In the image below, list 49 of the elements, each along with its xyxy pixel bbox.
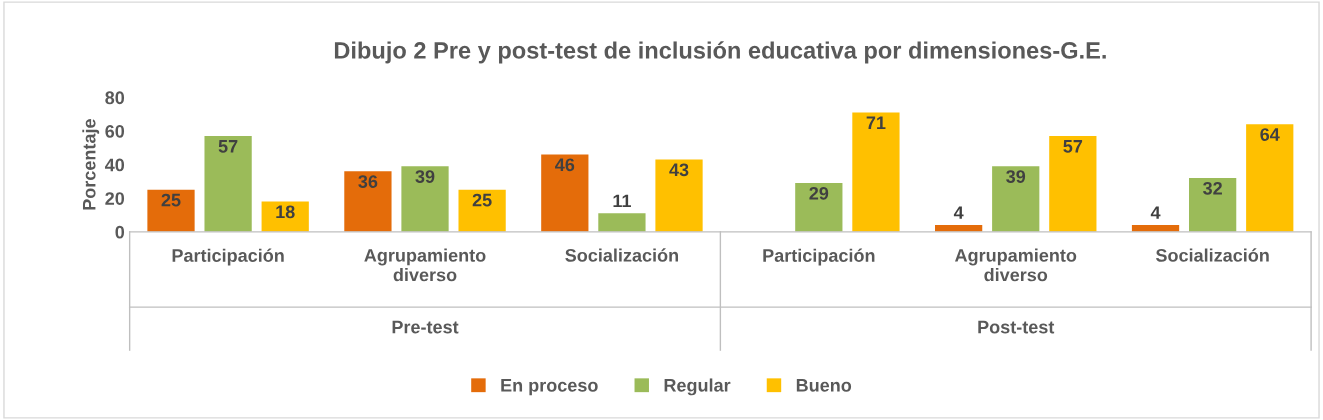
bar [1246, 124, 1294, 232]
legend-label: En proceso [501, 379, 598, 396]
x-tick-label: Agrupamiento diverso [364, 248, 486, 282]
bar [992, 166, 1040, 232]
data-label: 64 [1260, 128, 1280, 141]
data-label: 32 [1203, 181, 1222, 195]
data-label: 36 [358, 175, 378, 189]
bar [598, 213, 646, 232]
data-label: 71 [866, 116, 886, 129]
bar [458, 189, 506, 232]
y-tick-label: 60 [105, 124, 125, 138]
y-axis-title: Porcentaje [82, 119, 100, 210]
bar [1189, 178, 1237, 232]
data-label: 25 [161, 193, 181, 207]
bar [795, 183, 843, 232]
data-label: 39 [415, 170, 435, 183]
legend-label: Regular [664, 378, 731, 396]
data-label: 18 [276, 205, 295, 219]
bar [147, 189, 195, 232]
bar [1049, 136, 1097, 232]
y-tick-label: 80 [105, 91, 125, 105]
data-label: 25 [472, 193, 492, 207]
x-tick-label: Socialización [1155, 248, 1269, 262]
data-label: 57 [218, 140, 238, 153]
data-label: 29 [809, 186, 829, 200]
bar [655, 159, 703, 232]
legend-label: Bueno [796, 379, 852, 392]
y-tick-label: 40 [104, 158, 125, 172]
data-label: 43 [669, 163, 689, 177]
chart-title: Dibujo 2 Pre y post-test de inclusión educativa por dimensiones-G.E. [334, 41, 1106, 64]
data-label: 4 [1150, 206, 1161, 219]
x-tick-label: Participación [763, 248, 875, 266]
bar [852, 112, 900, 232]
data-label: 11 [613, 194, 631, 208]
x-tick-label: Socialización [565, 248, 678, 262]
text: Pre-test [392, 320, 459, 334]
bar [541, 154, 589, 232]
data-label: 46 [555, 158, 575, 172]
text: Post-test [978, 320, 1055, 334]
data-label: 39 [1006, 170, 1026, 183]
bar [401, 166, 449, 232]
bar [344, 171, 392, 232]
bar [204, 136, 252, 232]
x-tick-label: Participación [172, 248, 284, 266]
x-tick-label: Agrupamiento diverso [955, 248, 1077, 282]
y-tick-label: 20 [105, 192, 125, 205]
y-tick-label: 0 [115, 225, 125, 239]
data-label: 4 [953, 206, 964, 219]
data-label: 57 [1063, 140, 1083, 153]
